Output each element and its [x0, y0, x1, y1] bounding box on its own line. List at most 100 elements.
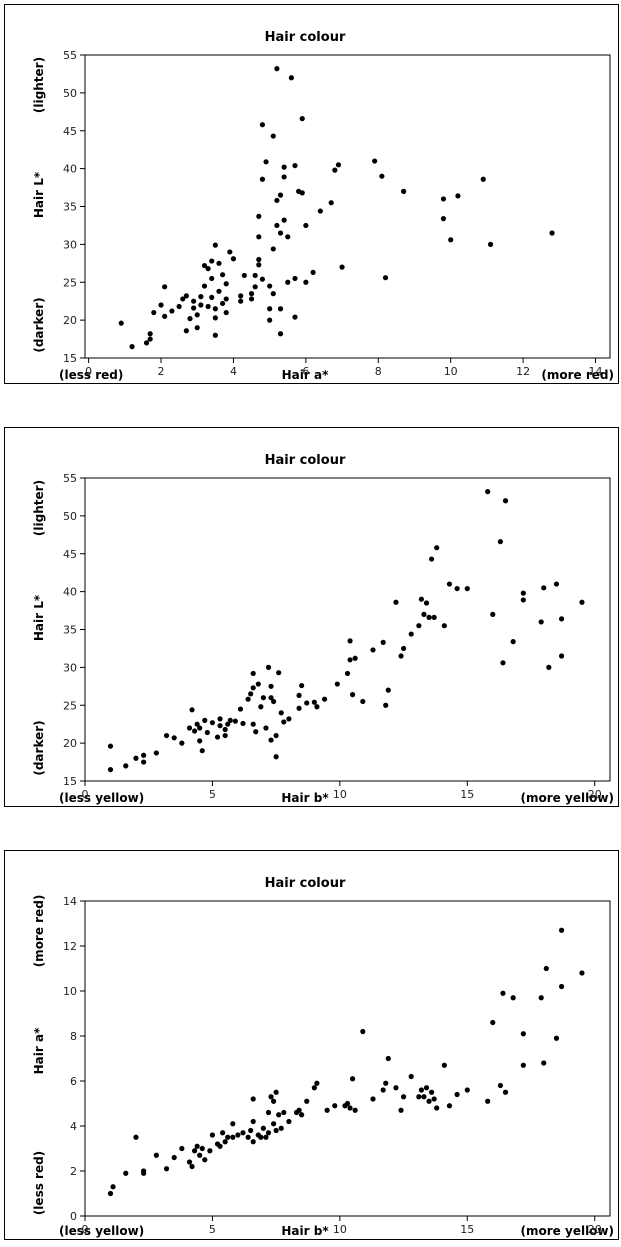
y-tick-label: 15: [63, 352, 77, 365]
y-low-label: (darker): [32, 720, 46, 775]
y-tick-label: 35: [63, 624, 77, 637]
data-point: [209, 275, 215, 282]
y-tick-label: 50: [63, 87, 77, 100]
data-point: [372, 158, 378, 164]
data-point: [263, 1134, 269, 1140]
data-point: [189, 1163, 195, 1170]
chart-title: Hair colour: [265, 453, 346, 468]
data-point: [296, 692, 302, 699]
data-point: [267, 283, 273, 289]
data-point: [281, 719, 287, 725]
data-point: [335, 162, 342, 168]
data-point: [579, 970, 585, 976]
data-point: [163, 1166, 170, 1172]
data-point: [256, 262, 262, 268]
data-point: [304, 1098, 310, 1104]
data-point: [274, 66, 280, 72]
data-point: [212, 315, 218, 321]
data-point: [220, 1130, 226, 1136]
data-point: [153, 1152, 159, 1158]
data-point: [281, 217, 287, 223]
data-point: [267, 306, 273, 312]
data-point: [286, 716, 292, 722]
data-point: [263, 725, 269, 731]
scatter-panel-a-vs-l: Hair colour Hair a* (less red) (more red…: [4, 4, 619, 384]
data-point: [464, 1087, 470, 1093]
data-point: [579, 599, 585, 605]
data-point: [416, 1094, 422, 1100]
x-tick-label: 10: [333, 1223, 347, 1236]
data-point: [179, 740, 185, 746]
y-tick-label: 4: [70, 1120, 77, 1133]
data-point: [147, 336, 153, 342]
data-point: [553, 1035, 560, 1041]
x-tick-label: 15: [460, 788, 474, 801]
data-point: [260, 1125, 266, 1131]
data-point: [273, 1089, 279, 1095]
data-point: [268, 683, 274, 689]
data-point: [446, 581, 453, 587]
data-point: [277, 331, 284, 337]
data-point: [250, 721, 256, 727]
data-point: [360, 698, 366, 705]
chart-title: Hair colour: [265, 30, 346, 45]
data-point: [543, 965, 549, 972]
data-point: [248, 296, 255, 302]
data-point: [370, 1096, 376, 1102]
y-tick-label: 2: [70, 1165, 77, 1178]
data-point: [434, 545, 440, 551]
x-tick-label: 10: [444, 365, 458, 378]
data-point: [497, 539, 504, 545]
chart-svg: Hair colour Hair b* (less yellow) (more …: [32, 453, 614, 805]
data-point: [541, 585, 547, 591]
ticks-layer: 0 5 10 15 20 15 20 25 30 35 40 45 50 55: [63, 472, 602, 801]
data-point: [485, 489, 491, 495]
data-point: [222, 726, 228, 733]
data-point: [440, 216, 447, 222]
data-point: [311, 699, 317, 705]
data-point: [370, 647, 376, 653]
y-tick-label: 40: [63, 163, 77, 176]
data-point: [276, 1112, 282, 1118]
data-point: [497, 1082, 504, 1089]
data-point: [191, 728, 198, 734]
data-point: [434, 1105, 440, 1111]
data-point: [209, 294, 215, 300]
data-point: [270, 698, 277, 705]
data-point: [347, 1105, 353, 1111]
data-point: [252, 272, 258, 279]
data-point: [380, 639, 386, 645]
data-point: [446, 1103, 453, 1109]
data-point: [546, 664, 552, 670]
data-point: [107, 1190, 114, 1197]
data-point: [171, 1154, 177, 1161]
data-point: [304, 700, 310, 706]
data-point: [258, 704, 264, 710]
data-point: [400, 1094, 407, 1100]
y-tick-label: 30: [63, 661, 77, 674]
data-point: [209, 1132, 216, 1138]
data-point: [143, 340, 150, 346]
data-point: [241, 272, 247, 279]
data-point: [230, 256, 237, 262]
data-point: [558, 927, 565, 933]
data-point: [398, 1107, 404, 1113]
data-point: [278, 1125, 284, 1131]
scatter-panel-b-vs-l: Hair colour Hair b* (less yellow) (more …: [4, 427, 619, 807]
data-point: [259, 276, 266, 282]
y-tick-label: 14: [63, 895, 77, 908]
y-low-label: (less red): [32, 1151, 46, 1215]
data-point: [123, 1170, 129, 1176]
data-point: [250, 670, 256, 677]
data-point: [133, 1134, 139, 1140]
data-point: [248, 1127, 254, 1134]
data-point: [440, 196, 447, 202]
data-point: [141, 752, 147, 758]
data-point: [334, 681, 340, 687]
data-point: [317, 208, 323, 214]
data-point: [235, 1132, 241, 1138]
points-layer: [118, 66, 555, 350]
data-point: [227, 717, 233, 723]
x-tick-label: 20: [588, 1223, 602, 1236]
data-point: [141, 759, 147, 765]
